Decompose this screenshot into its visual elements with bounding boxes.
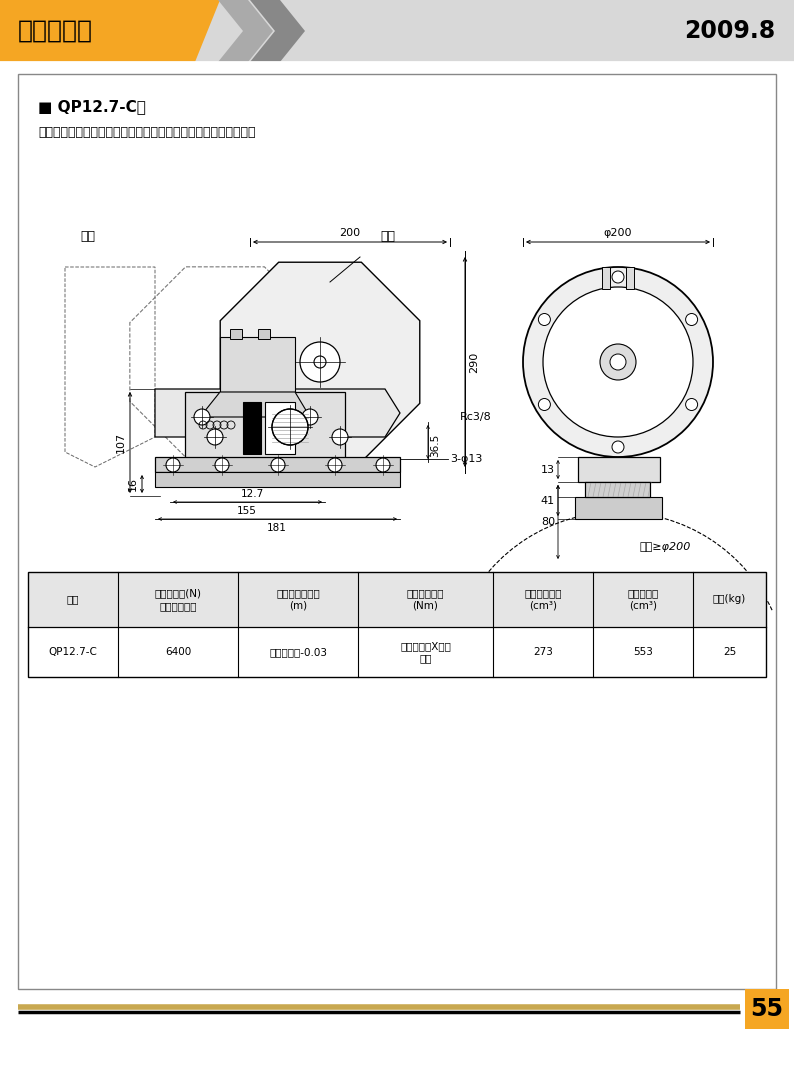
Circle shape (166, 458, 180, 472)
Text: 额定制动力X有效
半径: 额定制动力X有效 半径 (400, 641, 451, 663)
Text: 额定制动力(N)
（八根弹簧）: 额定制动力(N) （八根弹簧） (155, 588, 202, 611)
Circle shape (600, 344, 636, 380)
Bar (243, 402, 261, 454)
Circle shape (523, 267, 713, 457)
Polygon shape (218, 0, 273, 62)
Text: 额定制动力矩
(Nm): 额定制动力矩 (Nm) (407, 588, 445, 611)
Bar (155, 472, 400, 487)
Bar (575, 496, 662, 519)
Circle shape (207, 429, 223, 445)
Circle shape (612, 271, 624, 283)
Text: QP12.7-C: QP12.7-C (48, 647, 98, 657)
Circle shape (685, 398, 698, 410)
Polygon shape (200, 392, 310, 417)
Bar (185, 392, 345, 467)
Circle shape (314, 356, 326, 368)
Text: Rc3/8: Rc3/8 (460, 412, 491, 422)
Circle shape (194, 409, 210, 425)
Circle shape (215, 458, 229, 472)
Text: 重量(kg): 重量(kg) (713, 595, 746, 604)
Text: 290: 290 (469, 351, 479, 373)
Bar (230, 328, 242, 339)
Text: 200: 200 (340, 228, 360, 238)
Text: 13: 13 (541, 465, 555, 475)
Bar (578, 457, 660, 482)
Bar (28, 572, 766, 677)
Text: 16: 16 (128, 477, 138, 491)
Circle shape (328, 458, 342, 472)
Text: 制动盘有效半径
(m): 制动盘有效半径 (m) (276, 588, 320, 611)
Polygon shape (220, 262, 420, 462)
Bar (745, 989, 789, 1029)
Text: 右式: 右式 (380, 230, 395, 243)
Text: 25: 25 (723, 647, 736, 657)
Text: 273: 273 (533, 647, 553, 657)
Text: 553: 553 (633, 647, 653, 657)
Text: 3-φ13: 3-φ13 (450, 454, 483, 464)
Circle shape (543, 286, 693, 437)
Text: 181: 181 (267, 523, 287, 533)
Circle shape (538, 313, 550, 325)
Bar (28, 572, 766, 627)
Circle shape (300, 342, 340, 382)
Text: 55: 55 (750, 997, 784, 1021)
Polygon shape (250, 0, 305, 62)
Circle shape (610, 354, 626, 370)
Bar (602, 267, 610, 289)
Bar (258, 328, 270, 339)
Bar (585, 482, 650, 496)
Polygon shape (0, 0, 794, 62)
Polygon shape (155, 389, 400, 437)
Text: 工作气体容量
(cm³): 工作气体容量 (cm³) (524, 588, 561, 611)
Text: 制动盘半径-0.03: 制动盘半径-0.03 (269, 647, 327, 657)
Polygon shape (0, 0, 220, 62)
Circle shape (612, 440, 624, 453)
Text: 盘径≥φ200: 盘径≥φ200 (640, 542, 692, 553)
Text: 155: 155 (237, 506, 257, 516)
Text: 107: 107 (116, 432, 126, 452)
Bar (265, 402, 295, 454)
Circle shape (332, 429, 348, 445)
Bar (626, 267, 634, 289)
Text: 总气体容量
(cm³): 总气体容量 (cm³) (627, 588, 659, 611)
Text: 6400: 6400 (165, 647, 191, 657)
Text: ■ QP12.7-C型: ■ QP12.7-C型 (38, 99, 146, 114)
Text: 36.5: 36.5 (430, 433, 440, 457)
Circle shape (685, 313, 698, 325)
Circle shape (376, 458, 390, 472)
Bar (155, 457, 400, 472)
Bar (220, 337, 295, 392)
Text: 气包带自动补偿机构，制动衬垫磨损后无需人工调整，方便省时。: 气包带自动补偿机构，制动衬垫磨损后无需人工调整，方便省时。 (38, 126, 256, 139)
Circle shape (271, 458, 285, 472)
Circle shape (538, 398, 550, 410)
Circle shape (272, 409, 308, 445)
Bar (18, 74, 776, 989)
Circle shape (302, 409, 318, 425)
Text: φ200: φ200 (603, 228, 632, 238)
Text: 型号: 型号 (67, 595, 79, 604)
Text: 2009.8: 2009.8 (684, 19, 775, 43)
Bar (585, 482, 650, 496)
Text: 41: 41 (541, 496, 555, 506)
Text: 80: 80 (541, 517, 555, 527)
Text: 左式: 左式 (80, 230, 95, 243)
Text: 12.7: 12.7 (241, 489, 264, 499)
Text: 盘式制动器: 盘式制动器 (18, 19, 93, 43)
